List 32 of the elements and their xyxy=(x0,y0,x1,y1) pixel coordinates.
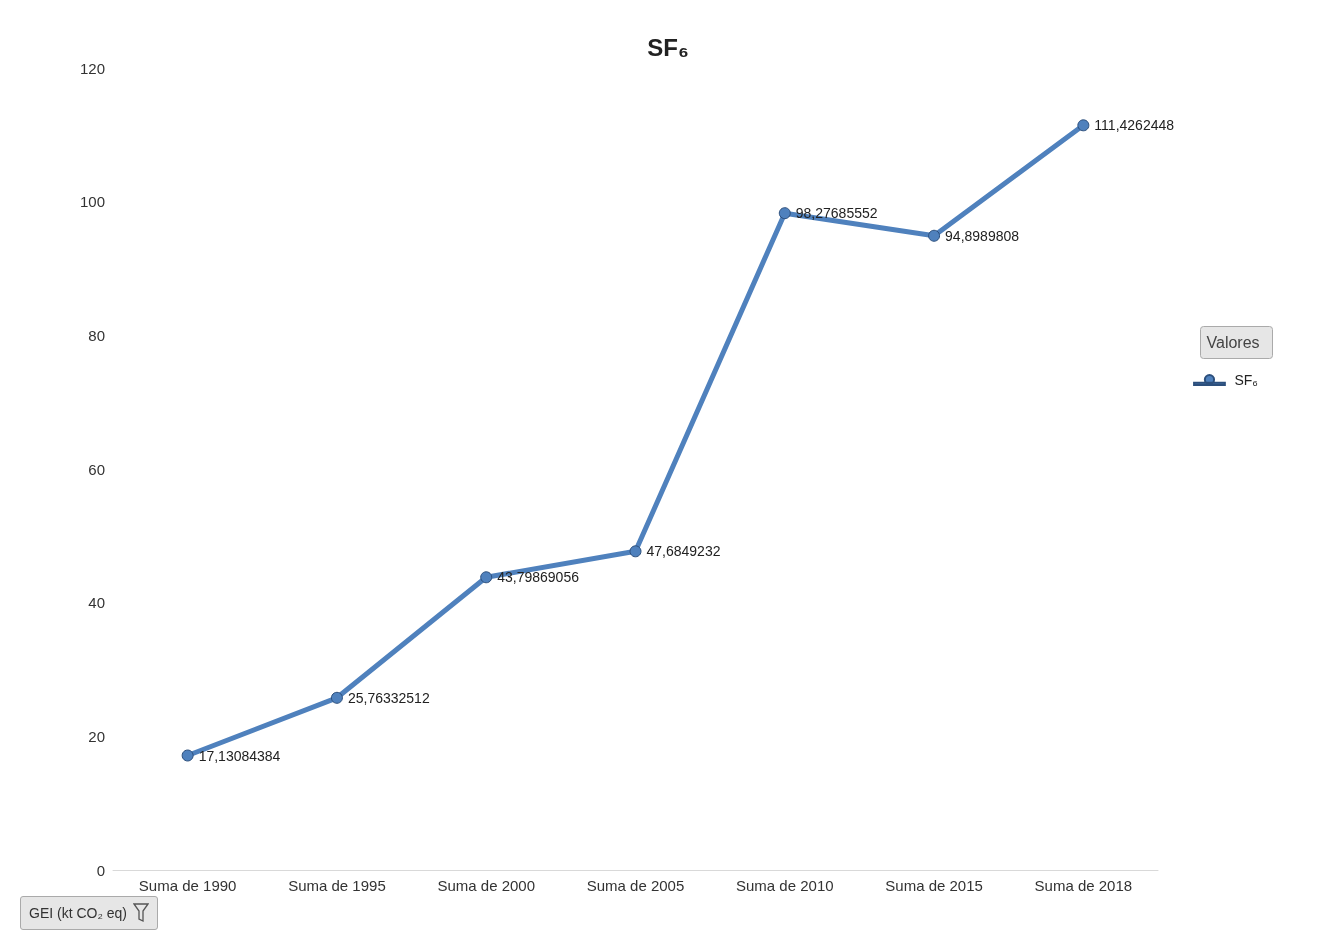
data-label: 43,79869056 xyxy=(497,569,580,586)
y-tick-label: 60 xyxy=(88,460,105,478)
y-tick-label: 0 xyxy=(96,861,105,879)
x-tick-label: Suma de 2000 xyxy=(437,877,535,894)
x-tick-label: Suma de 2018 xyxy=(1034,877,1133,894)
data-label: 94,8989808 xyxy=(945,227,1020,244)
point xyxy=(330,691,343,704)
data-label: 47,6849232 xyxy=(646,543,721,560)
y-tick-label: 20 xyxy=(88,727,105,745)
point xyxy=(480,571,493,584)
legend-title: Valores xyxy=(1206,334,1260,351)
x-tick-label: Suma de 1990 xyxy=(138,877,237,894)
data-label: 17,13084384 xyxy=(198,747,281,764)
y-tick-label: 100 xyxy=(79,193,105,211)
legend-label: SF₆ xyxy=(1234,372,1259,388)
data-label: 111,4262448 xyxy=(1094,117,1175,134)
point xyxy=(1077,119,1090,132)
chart-title: SF₆ xyxy=(647,33,689,61)
x-tick-label: Suma de 2005 xyxy=(586,877,685,894)
point xyxy=(181,749,194,762)
point xyxy=(928,229,941,242)
data-label: 25,76332512 xyxy=(347,689,430,706)
x-tick-label: Suma de 1995 xyxy=(288,877,386,894)
point xyxy=(778,207,791,220)
data-label: 98,27685552 xyxy=(795,205,878,222)
x-tick-label: Suma de 2010 xyxy=(736,877,834,894)
y-tick-label: 80 xyxy=(88,326,105,344)
point xyxy=(629,545,642,558)
x-tick-label: Suma de 2015 xyxy=(885,877,983,894)
y-tick-label: 40 xyxy=(88,594,105,612)
text: GEI (kt CO₂ eq) xyxy=(29,905,128,921)
y-tick-label: 120 xyxy=(79,59,105,77)
